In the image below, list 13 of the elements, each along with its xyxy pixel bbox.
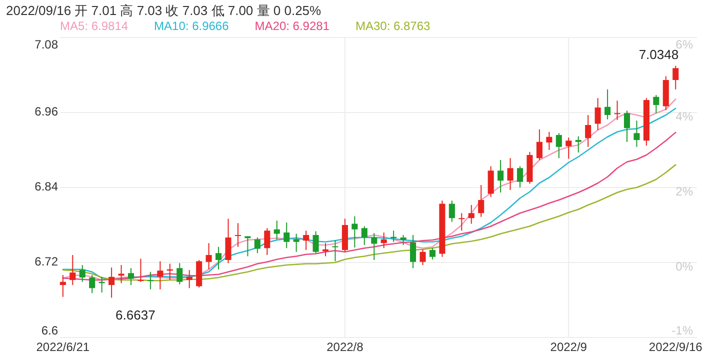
- annotation: 6.6637: [116, 308, 156, 323]
- x-tick-label: 2022/6/21: [36, 340, 90, 354]
- x-tick-label: 2022/8: [326, 340, 364, 354]
- x-tick-label: 2022/9/16: [648, 340, 703, 354]
- annotation: 7.0348: [638, 46, 679, 62]
- x-tick-label: 2022/9: [550, 340, 588, 354]
- y-tick-label: 6.6: [41, 324, 58, 338]
- y-tick-label: 7.08: [34, 38, 58, 52]
- y-tick-label: 6.72: [34, 254, 58, 269]
- legend: MA5: 6.9814 MA10: 6.9666 MA20: 6.9281 MA30: 6.8763: [60, 19, 430, 33]
- y-tick-label: 6.96: [34, 104, 58, 119]
- chart-title: 2022/09/16 开 7.01 高 7.03 收 7.03 低 7.00 量 0 0.25%: [6, 3, 322, 18]
- y-tick-label: 6.84: [34, 180, 58, 194]
